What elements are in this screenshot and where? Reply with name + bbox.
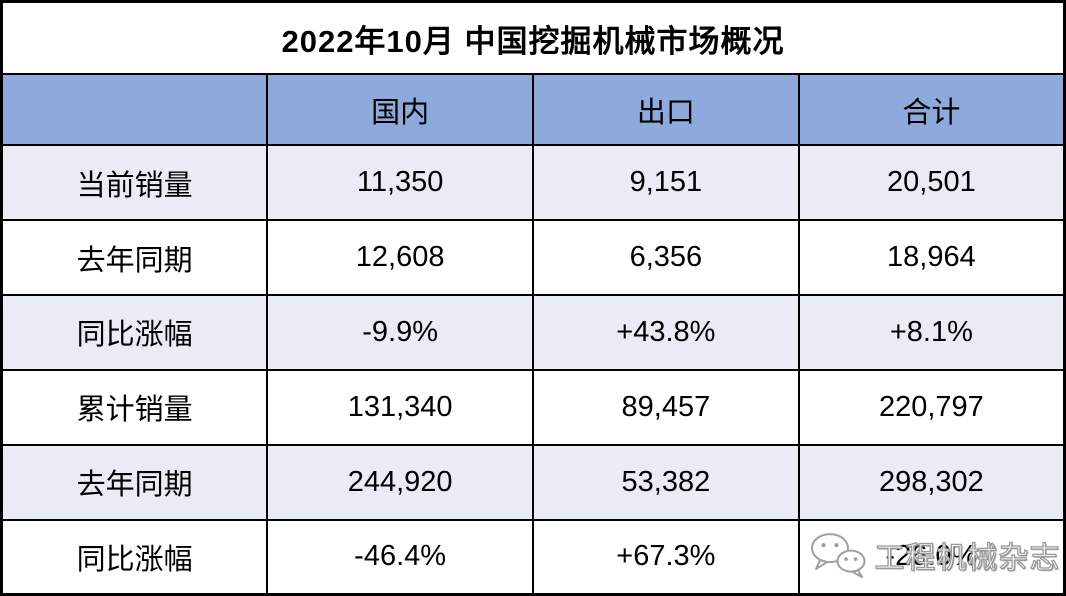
- data-cell: 244,920: [266, 443, 534, 521]
- data-cell: 53,382: [532, 443, 800, 521]
- table-header-row: 国内 出口 合计: [0, 73, 1066, 147]
- data-cell: 89,457: [532, 368, 800, 446]
- row-label-cell: 去年同期: [0, 443, 269, 521]
- page-title: 2022年10月 中国挖掘机械市场概况: [0, 0, 1066, 76]
- header-cell-empty: [0, 73, 269, 147]
- table-title-row: 2022年10月 中国挖掘机械市场概况: [0, 0, 1066, 76]
- table-row: 去年同期 244,920 53,382 298,302: [0, 443, 1066, 521]
- data-cell: -9.9%: [266, 293, 534, 371]
- data-cell-value: -26.0%: [885, 540, 978, 573]
- row-label-cell: 累计销量: [0, 368, 269, 446]
- data-cell: 12,608: [266, 219, 534, 296]
- data-cell: -46.4%: [266, 518, 534, 596]
- table-row: 累计销量 131,340 89,457 220,797: [0, 368, 1066, 446]
- wechat-icon: [811, 532, 866, 578]
- header-cell-total: 合计: [797, 73, 1066, 147]
- table-row: 同比涨幅 -9.9% +43.8% +8.1%: [0, 293, 1066, 371]
- row-label-cell: 同比涨幅: [0, 293, 269, 371]
- row-label-cell: 去年同期: [0, 219, 269, 296]
- header-cell-export: 出口: [532, 73, 800, 147]
- row-label-cell: 同比涨幅: [0, 518, 269, 596]
- data-cell: 298,302: [797, 443, 1066, 521]
- table-row: 当前销量 11,350 9,151 20,501: [0, 144, 1066, 222]
- data-cell: 6,356: [532, 219, 800, 296]
- data-cell: +8.1%: [797, 293, 1066, 371]
- data-cell: 18,964: [797, 219, 1066, 296]
- data-cell: 220,797: [797, 368, 1066, 446]
- data-cell: +43.8%: [532, 293, 800, 371]
- table-row: 同比涨幅 -46.4% +67.3% -26.0% 工程机械杂志: [0, 518, 1066, 596]
- data-cell: 131,340: [266, 368, 534, 446]
- table-row: 去年同期 12,608 6,356 18,964: [0, 219, 1066, 296]
- data-cell: +67.3%: [532, 518, 800, 596]
- header-cell-domestic: 国内: [266, 73, 534, 147]
- data-cell: 11,350: [266, 144, 534, 222]
- data-cell: 9,151: [532, 144, 800, 222]
- row-label-cell: 当前销量: [0, 144, 269, 222]
- data-cell: 20,501: [797, 144, 1066, 222]
- data-cell-with-watermark: -26.0% 工程机械杂志: [797, 518, 1066, 596]
